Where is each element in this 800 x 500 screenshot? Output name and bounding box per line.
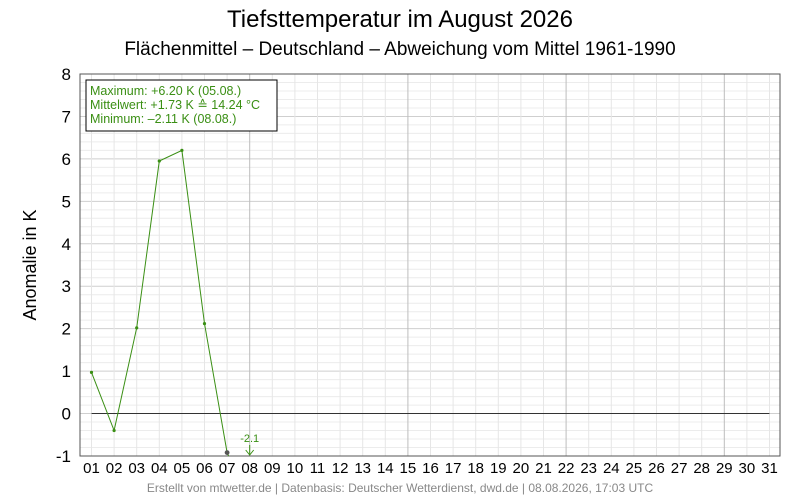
- min-annotation-label: -2.1: [240, 433, 259, 445]
- data-point: [112, 428, 116, 433]
- x-tick-label: 20: [513, 460, 530, 477]
- x-tick-label: 07: [219, 460, 236, 477]
- x-tick-label: 01: [83, 460, 100, 477]
- footer-credit: Erstellt von mtwetter.de | Datenbasis: D…: [146, 481, 654, 495]
- chart-subtitle: Flächenmittel – Deutschland – Abweichung…: [124, 39, 676, 60]
- x-tick-label: 17: [445, 460, 462, 477]
- data-point: [135, 326, 139, 330]
- y-tick-label: 6: [62, 150, 71, 169]
- x-tick-label: 15: [400, 460, 417, 477]
- y-tick-label: 0: [62, 405, 71, 424]
- y-axis-ticks: -1 0 1 2 3 4 5 6 7 8: [56, 65, 71, 466]
- y-tick-label: 1: [62, 362, 71, 381]
- x-tick-label: 14: [377, 460, 394, 477]
- x-tick-label: 03: [128, 460, 145, 477]
- min-arrow-head: [245, 449, 255, 456]
- x-tick-label: 21: [535, 460, 552, 477]
- stats-box: Maximum: +6.20 K (05.08.) Mittelwert: +1…: [85, 79, 278, 132]
- x-tick-label: 29: [716, 460, 733, 477]
- stats-mean: Mittelwert: +1.73 K ≙ 14.24 °C: [90, 98, 260, 112]
- x-tick-label: 04: [151, 460, 168, 477]
- x-tick-label: 18: [467, 460, 484, 477]
- stats-min: Minimum: –2.11 K (08.08.): [90, 112, 236, 126]
- plot-area-frame: [79, 73, 781, 457]
- x-tick-label: 10: [287, 460, 304, 477]
- y-tick-label: 2: [62, 320, 71, 339]
- x-tick-label: 24: [603, 460, 620, 477]
- x-axis-ticks: 01 02 03 04 05 06 07 08 09 10 11 12 13 14 15 16 17 18 19 20…: [83, 460, 778, 477]
- y-tick-label: -1: [56, 447, 71, 466]
- x-tick-label: 08: [241, 460, 258, 477]
- x-tick-label: 05: [174, 460, 191, 477]
- x-tick-label: 09: [264, 460, 281, 477]
- stats-box-frame: [85, 79, 278, 132]
- y-tick-label: 5: [62, 192, 71, 211]
- annotation-group: -2.1: [240, 433, 259, 456]
- x-tick-label: 31: [761, 460, 778, 477]
- x-tick-label: 22: [558, 460, 575, 477]
- y-tick-label: 3: [62, 277, 71, 296]
- x-tick-label: 16: [422, 460, 439, 477]
- y-tick-label: 8: [62, 65, 71, 84]
- x-tick-label: 23: [580, 460, 597, 477]
- data-point: [202, 321, 207, 326]
- data-point: [180, 148, 184, 152]
- chart-title: Tiefsttemperatur im August 2026: [227, 6, 573, 33]
- y-tick-label: 7: [62, 107, 71, 126]
- x-tick-label: 06: [196, 460, 213, 477]
- series-group: [89, 148, 230, 457]
- x-tick-label: 12: [332, 460, 349, 477]
- x-tick-label: 25: [626, 460, 643, 477]
- data-point: [157, 159, 161, 163]
- x-tick-label: 30: [739, 460, 756, 477]
- stats-max: Maximum: +6.20 K (05.08.): [90, 84, 241, 98]
- x-tick-label: 11: [310, 460, 326, 477]
- data-point: [89, 370, 94, 374]
- x-tick-label: 19: [490, 460, 507, 477]
- series-line: [91, 149, 230, 457]
- y-tick-label: 4: [62, 235, 71, 254]
- x-tick-label: 13: [354, 460, 371, 477]
- x-tick-label: 02: [106, 460, 123, 477]
- data-point: [224, 450, 230, 456]
- x-tick-label: 28: [693, 460, 710, 477]
- x-tick-label: 27: [671, 460, 688, 477]
- x-tick-label: 26: [648, 460, 665, 477]
- y-axis-label: Anomalie in K: [20, 209, 40, 320]
